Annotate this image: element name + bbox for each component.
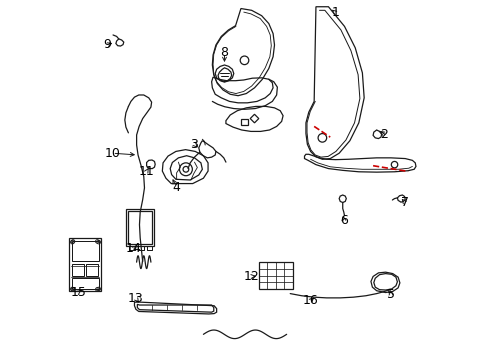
Bar <box>125 208 154 246</box>
Bar <box>71 264 83 276</box>
Text: 16: 16 <box>302 294 318 307</box>
Text: 4: 4 <box>172 181 180 194</box>
Text: 6: 6 <box>339 213 347 226</box>
Text: 15: 15 <box>70 286 86 299</box>
Text: 2: 2 <box>380 128 387 141</box>
Text: 9: 9 <box>103 39 111 51</box>
Bar <box>71 278 99 289</box>
Bar <box>258 262 292 289</box>
Text: 11: 11 <box>139 165 154 178</box>
Text: 8: 8 <box>220 46 228 59</box>
Text: 12: 12 <box>244 270 259 283</box>
Bar <box>86 264 98 276</box>
Text: 13: 13 <box>128 292 143 305</box>
Bar <box>128 211 152 244</box>
Text: 5: 5 <box>386 288 394 301</box>
Text: 14: 14 <box>125 242 142 255</box>
Text: 10: 10 <box>104 147 120 160</box>
Bar <box>71 241 99 261</box>
Text: 3: 3 <box>190 138 198 151</box>
Text: 7: 7 <box>400 195 407 209</box>
Text: 1: 1 <box>331 6 339 19</box>
Bar <box>69 238 101 291</box>
